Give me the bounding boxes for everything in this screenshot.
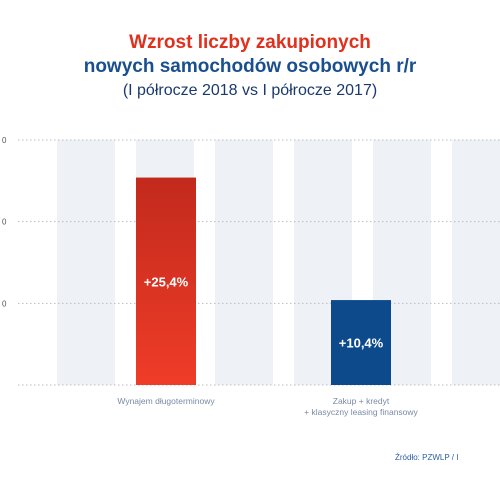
column-band-3 — [215, 140, 273, 385]
data-label-2: +10,4% — [339, 336, 384, 351]
bar-1 — [136, 177, 196, 385]
column-band-6 — [452, 140, 500, 385]
chart-title-line1: Wzrost liczby zakupionych — [129, 32, 371, 53]
category-label-2: + klasyczny leasing finansowy — [304, 407, 418, 417]
category-label-1: Wynajem długoterminowy — [117, 396, 215, 406]
y-tick-label: 0 — [2, 218, 7, 227]
source-note: Źródło: PZWLP / I — [395, 453, 459, 462]
chart-subtitle: (I półrocze 2018 vs I półrocze 2017) — [122, 82, 378, 99]
chart-title-line2: nowych samochodów osobowych r/r — [83, 56, 417, 77]
bar-2 — [331, 300, 391, 385]
category-label-2: Zakup + kredyt — [333, 396, 390, 406]
y-tick-label: 0 — [2, 136, 7, 145]
column-band-1 — [57, 140, 115, 385]
y-tick-label: 0 — [2, 299, 7, 308]
data-label-1: +25,4% — [144, 274, 189, 289]
